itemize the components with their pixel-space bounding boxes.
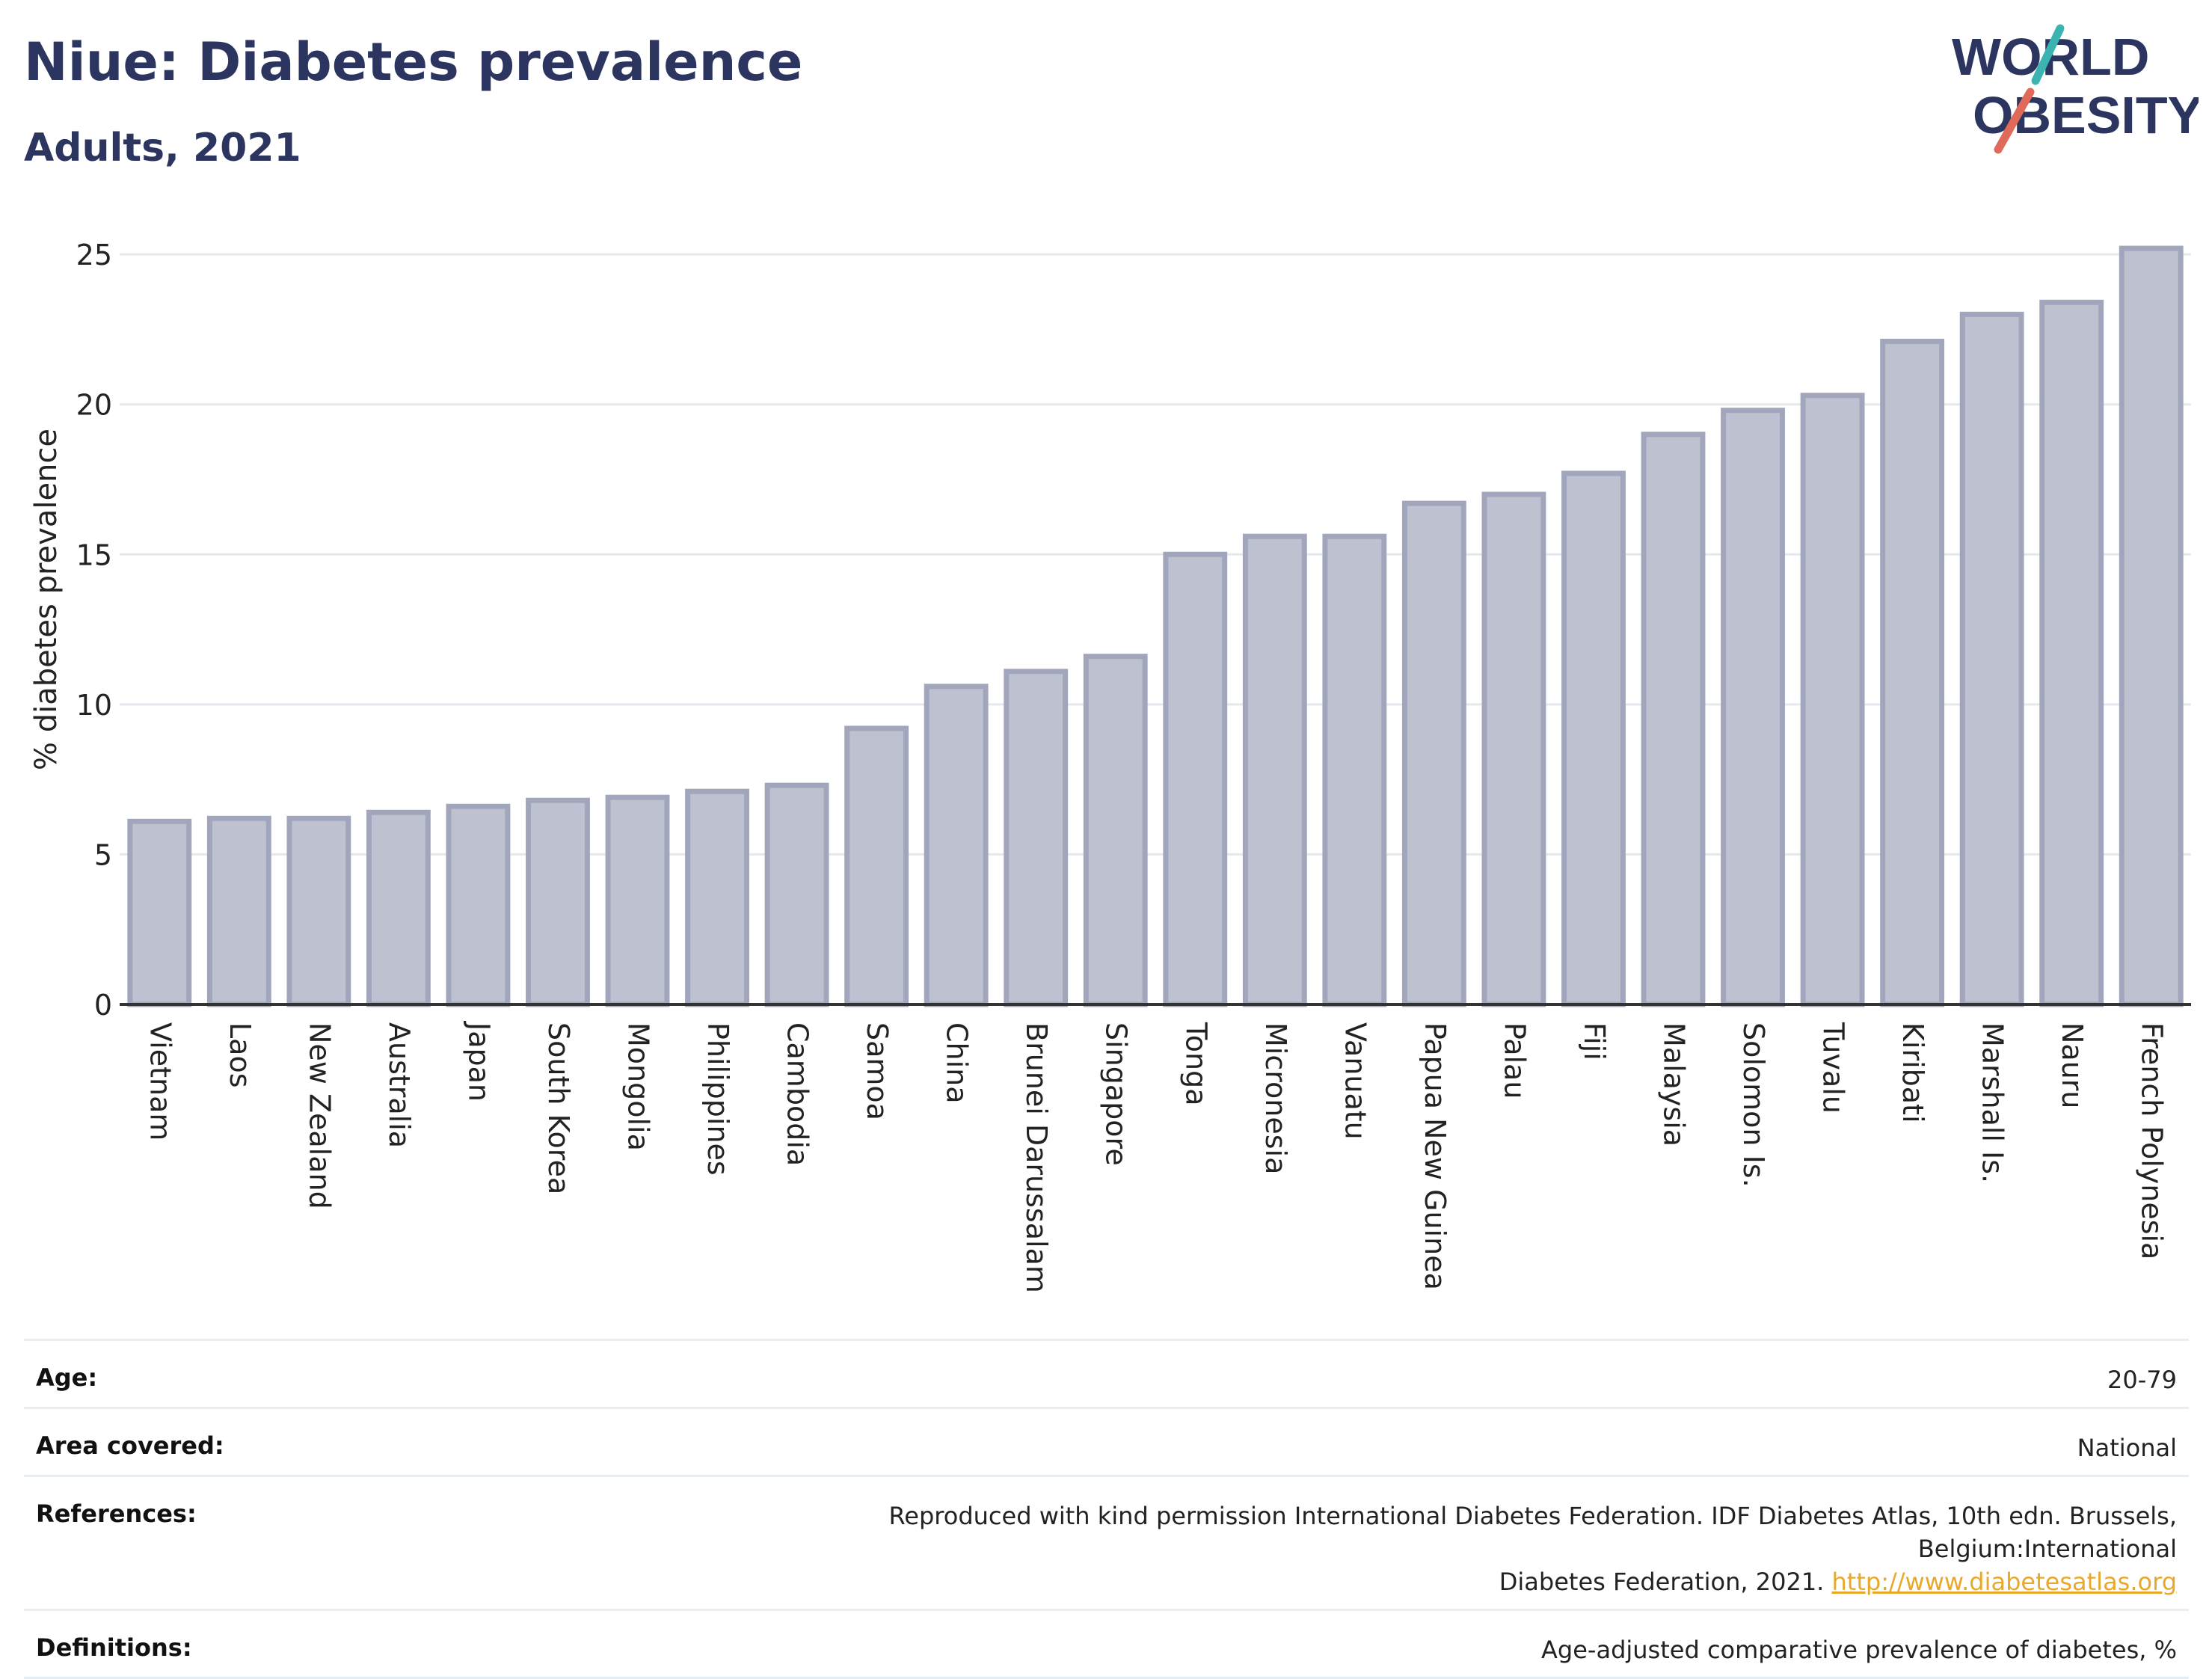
y-tick-label: 10	[76, 689, 112, 722]
references-link[interactable]: http://www.diabetesatlas.org	[1831, 1568, 2177, 1596]
bar	[1083, 654, 1148, 1007]
chart-title: Niue: Diabetes prevalence	[24, 31, 803, 93]
definitions-value: Age-adjusted comparative prevalence of d…	[1541, 1636, 2177, 1664]
x-tick-label: Samoa	[861, 1022, 894, 1120]
bar	[1242, 533, 1307, 1007]
logo-slash-coral	[1994, 88, 2035, 154]
bar	[2119, 245, 2184, 1007]
y-tick-label: 20	[76, 389, 112, 422]
bar	[366, 809, 431, 1007]
bar	[1641, 432, 1706, 1007]
bar	[1800, 393, 1865, 1007]
meta-row-definitions: Definitions: Age-adjusted comparative pr…	[24, 1609, 2189, 1679]
references-text-2: Diabetes Federation, 2021.	[1499, 1568, 1832, 1596]
y-tick-label: 0	[94, 989, 112, 1022]
meta-row-age: Age: 20-79	[24, 1339, 2189, 1407]
x-tick-label: New Zealand	[303, 1022, 336, 1209]
bar	[844, 725, 909, 1007]
x-tick-label: Solomon Is.	[1737, 1022, 1770, 1188]
references-label: References:	[36, 1500, 197, 1528]
x-tick-label: Philippines	[701, 1022, 734, 1176]
chart-subtitle: Adults, 2021	[24, 126, 301, 171]
age-label: Age:	[36, 1363, 98, 1392]
bar	[286, 815, 351, 1007]
x-tick-label: Vietnam	[144, 1022, 176, 1141]
bar	[206, 815, 271, 1007]
definitions-label: Definitions:	[36, 1633, 192, 1662]
bar	[1401, 500, 1466, 1007]
bar	[2039, 299, 2104, 1007]
references-text-1: Reproduced with kind permission Internat…	[888, 1502, 2178, 1563]
y-tick-labels: 0 5 10 15 20 25	[76, 239, 112, 1022]
y-tick-label: 5	[94, 838, 112, 871]
x-tick-label: Brunei Darussalam	[1020, 1022, 1053, 1293]
bar-chart: 0 5 10 15 20 25 Vietnam Laos New Zealand Austral…	[29, 239, 2191, 1293]
x-tick-label: Tonga	[1179, 1022, 1212, 1106]
age-value: 20-79	[2107, 1366, 2177, 1394]
references-value: Reproduced with kind permission Internat…	[681, 1500, 2178, 1598]
x-tick-label: Marshall Is.	[1976, 1022, 2009, 1183]
bar	[1163, 551, 1228, 1007]
meta-row-area: Area covered: National	[24, 1407, 2189, 1475]
bar	[1481, 491, 1546, 1007]
bar	[1880, 338, 1945, 1007]
x-tick-label: Cambodia	[781, 1022, 814, 1166]
x-tick-label: South Korea	[542, 1022, 575, 1194]
bar	[1959, 311, 2024, 1007]
bar	[1561, 470, 1626, 1007]
x-tick-label: Kiribati	[1896, 1022, 1929, 1123]
bar	[764, 782, 829, 1007]
y-tick-label: 15	[76, 538, 112, 571]
bar	[924, 684, 989, 1007]
x-tick-label: Palau	[1498, 1022, 1531, 1099]
bar	[1322, 533, 1387, 1007]
bar	[127, 818, 192, 1007]
x-tick-label: Micronesia	[1259, 1022, 1292, 1174]
x-tick-label: Japan	[462, 1021, 495, 1102]
y-axis-label: % diabetes prevalence	[29, 429, 64, 770]
bars	[127, 245, 2184, 1007]
x-tick-label: Fiji	[1578, 1022, 1611, 1060]
bar	[446, 803, 511, 1007]
world-obesity-logo: WORLD OBESITY	[1952, 24, 2199, 154]
x-tick-label: Malaysia	[1658, 1022, 1691, 1147]
bar	[1721, 408, 1785, 1007]
x-tick-label: Papua New Guinea	[1419, 1022, 1451, 1290]
meta-row-references: References: Reproduced with kind permiss…	[24, 1475, 2189, 1609]
x-tick-label: China	[941, 1022, 974, 1104]
x-tick-label: Australia	[383, 1022, 416, 1148]
bar	[526, 797, 590, 1007]
bar	[605, 794, 670, 1007]
x-tick-label: Nauru	[2056, 1022, 2089, 1109]
bar	[685, 788, 749, 1007]
y-tick-label: 25	[76, 239, 112, 271]
x-tick-label: Singapore	[1100, 1022, 1133, 1166]
x-tick-label: Vanuatu	[1339, 1022, 1371, 1140]
x-tick-label: Laos	[224, 1022, 256, 1088]
x-tick-label: French Polynesia	[2136, 1022, 2169, 1259]
x-tick-label: Mongolia	[622, 1022, 655, 1151]
metadata-table: Age: 20-79 Area covered: National Refere…	[24, 1339, 2189, 1679]
area-label: Area covered:	[36, 1431, 224, 1460]
area-value: National	[2077, 1434, 2177, 1462]
x-tick-labels: Vietnam Laos New Zealand Australia Japan Sout…	[144, 1021, 2168, 1293]
bar	[1004, 669, 1069, 1007]
x-tick-label: Tuvalu	[1817, 1022, 1850, 1114]
logo-slash-teal	[2031, 24, 2065, 85]
